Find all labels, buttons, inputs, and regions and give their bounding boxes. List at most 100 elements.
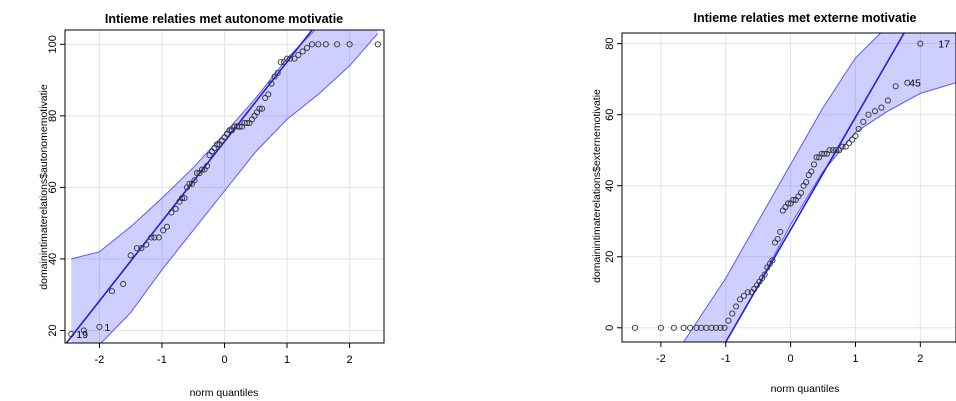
y-axis-label: domainintimaterelations$autonomemotivati…: [38, 84, 50, 290]
data-point: [860, 118, 867, 125]
data-point: [736, 296, 744, 303]
data-point: [829, 147, 836, 154]
data-point: [855, 125, 862, 132]
confidence-band-lower: [100, 33, 379, 343]
data-point: [374, 41, 381, 48]
point-annotation: 1: [104, 322, 110, 334]
data-point: [256, 105, 263, 112]
data-point: [797, 189, 805, 196]
data-point: [304, 44, 311, 51]
qq-plot-externe-motivatie: Intieme relaties met externe motivatie n…: [591, 11, 956, 395]
data-point: [265, 91, 272, 98]
data-point: [80, 327, 87, 334]
confidence-band: [71, 30, 378, 343]
qq-plot-autonome-motivatie: Intieme relaties met autonome motivatie …: [38, 12, 385, 399]
data-point: [291, 55, 298, 62]
data-point: [133, 245, 140, 252]
data-point: [826, 147, 833, 154]
data-point: [693, 324, 700, 331]
data-point: [283, 55, 291, 62]
data-point: [769, 257, 776, 264]
data-point: [733, 303, 740, 310]
data-point: [657, 324, 664, 331]
data-point: [178, 195, 186, 202]
y-tick-label: 60: [604, 109, 616, 121]
data-point: [865, 111, 872, 118]
point-annotation: 19: [76, 329, 88, 341]
data-point: [852, 132, 859, 140]
data-point: [721, 324, 728, 331]
data-point: [299, 48, 306, 55]
y-tick-label: 80: [47, 110, 59, 122]
x-tick-label: 1: [284, 354, 290, 366]
data-point: [148, 234, 155, 241]
data-point: [717, 324, 724, 331]
data-point: [191, 177, 198, 184]
data-point: [203, 162, 211, 169]
x-tick-label: -2: [95, 354, 105, 366]
data-point: [186, 180, 193, 187]
data-point: [213, 141, 221, 148]
data-point: [68, 331, 75, 338]
data-point: [127, 252, 134, 259]
x-tick-label: 1: [852, 353, 858, 365]
plot-area: 19 1: [65, 30, 384, 343]
data-point: [295, 51, 302, 59]
data-point: [226, 127, 233, 134]
data-point: [346, 41, 353, 48]
data-point: [143, 241, 150, 248]
data-point: [712, 324, 720, 331]
data-point: [878, 104, 885, 111]
data-point: [892, 83, 899, 90]
data-point: [236, 123, 243, 130]
confidence-band-upper: [683, 33, 882, 342]
data-point: [274, 69, 281, 76]
plot-title: Intieme relaties met autonome motivatie: [105, 12, 343, 26]
data-point: [322, 41, 329, 48]
x-tick-label: 0: [221, 354, 227, 366]
data-point: [280, 59, 287, 66]
data-point: [744, 289, 751, 296]
data-point: [917, 40, 924, 47]
data-point: [790, 196, 797, 203]
y-tick-label: 0: [604, 325, 616, 331]
data-point: [168, 209, 175, 216]
data-point: [836, 147, 843, 154]
data-point: [808, 168, 815, 175]
confidence-band: [683, 33, 956, 342]
data-point: [193, 170, 201, 177]
data-point: [181, 195, 188, 202]
data-point: [740, 292, 747, 299]
data-point: [784, 200, 792, 207]
y-tick-label: 100: [47, 35, 59, 53]
data-point: [904, 79, 911, 86]
data-point: [774, 235, 781, 243]
data-point: [631, 324, 639, 331]
data-point: [687, 324, 694, 331]
x-tick-label: -2: [656, 353, 666, 365]
point-annotation: 17: [938, 39, 950, 51]
data-point: [315, 41, 322, 48]
data-point: [108, 288, 115, 295]
data-point: [832, 147, 840, 154]
data-point: [120, 280, 127, 288]
data-point: [813, 154, 820, 161]
reference-line: [65, 30, 313, 343]
y-tick-label: 80: [604, 38, 616, 50]
x-axis-label: norm quantiles: [771, 383, 840, 395]
x-tick-label: -1: [721, 353, 731, 365]
data-point: [258, 105, 266, 112]
data-point: [842, 143, 849, 150]
data-point: [262, 94, 269, 102]
data-point: [839, 143, 846, 150]
data-point: [138, 245, 145, 252]
x-tick-label: 2: [347, 354, 353, 366]
data-point: [198, 166, 206, 173]
data-point: [243, 119, 251, 127]
data-point: [151, 234, 158, 241]
y-tick-label: 40: [604, 180, 616, 192]
data-point: [96, 323, 103, 330]
data-point: [680, 324, 687, 331]
data-point: [670, 324, 677, 331]
y-tick-label: 20: [47, 324, 59, 336]
